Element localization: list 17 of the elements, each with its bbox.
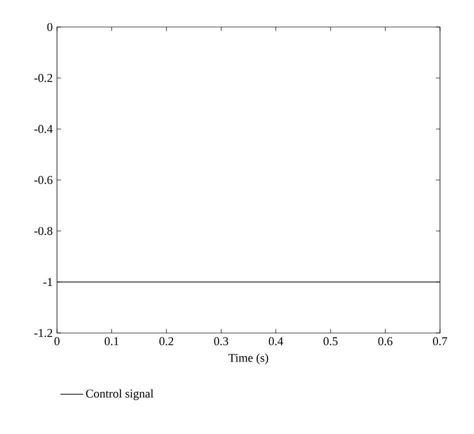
y-tick-label: -1 [43,278,52,286]
y-tick-label: -0.2 [34,74,52,82]
x-tick-label: 0 [54,337,60,346]
x-tick-label: 0.4 [268,337,284,346]
x-axis-title: Time (s) [228,353,268,364]
y-tick-label: -0.8 [34,226,52,236]
x-tick-label: 0.2 [159,337,174,346]
y-tick-label: -1.2 [34,328,52,338]
x-tick-label: 0.7 [432,337,448,346]
legend-label: Control signal [86,389,154,400]
x-tick-label: 0.5 [324,337,338,346]
x-tick-label: 0.1 [104,337,118,346]
x-tick-label: 0.6 [378,337,392,346]
x-tick-label: 0.3 [214,337,228,346]
y-tick-label: -0.4 [34,124,53,134]
y-tick-label: 0 [47,22,52,32]
y-tick-label: -0.6 [34,176,52,184]
